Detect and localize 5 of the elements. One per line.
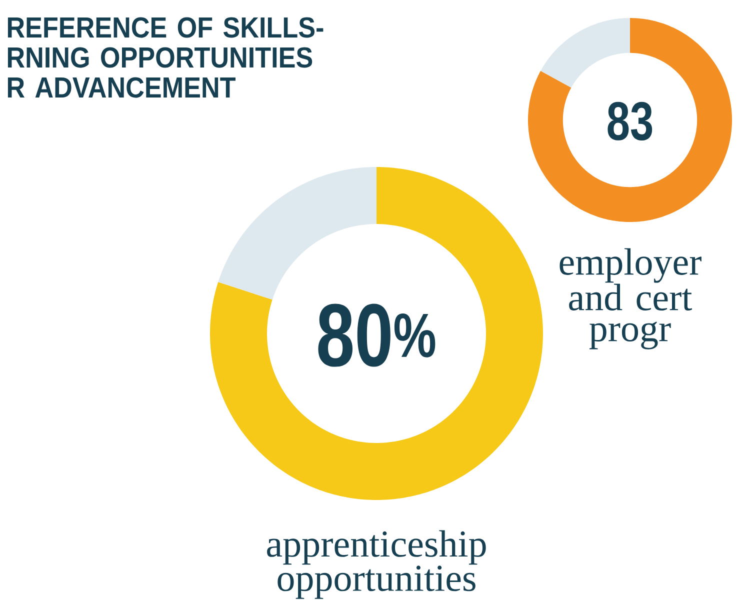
data-label: 83: [608, 102, 652, 140]
chart-title: REFERENCE OF SKILLS- RNING OPPORTUNITIES R ADVANCEMENT: [8, 17, 324, 98]
slice-label: employer and cert progr: [560, 248, 702, 350]
slice-label: apprenticeship opportunities: [267, 530, 486, 599]
data-label: 80$^{%}$: [318, 304, 436, 367]
